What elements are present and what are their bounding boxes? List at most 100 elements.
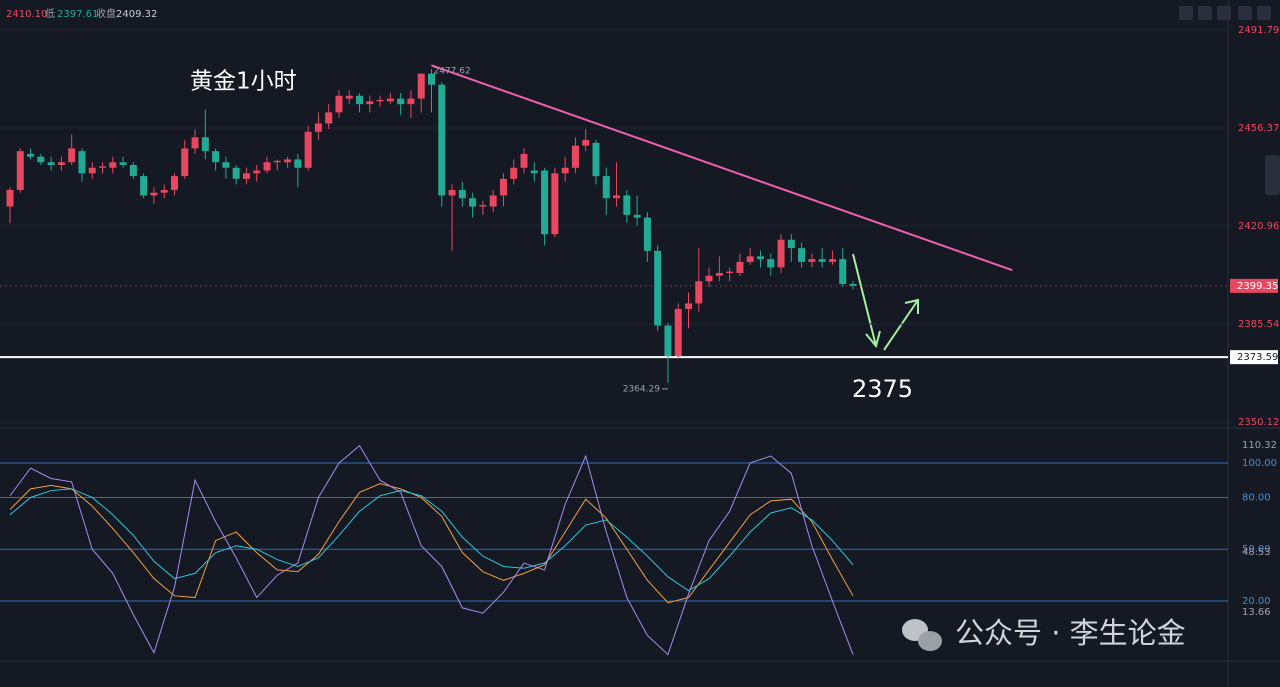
candle-body: [6, 189, 14, 207]
candle-body: [715, 272, 723, 276]
watermark-text: 公众号 · 李生论金: [955, 616, 1186, 650]
candle-body: [787, 239, 795, 249]
candle-body: [736, 261, 744, 273]
candle-body: [633, 214, 641, 218]
candle-body: [623, 195, 631, 215]
candle-body: [16, 151, 24, 190]
candle-body: [88, 167, 96, 174]
candle-body: [109, 162, 117, 168]
candle-body: [849, 284, 857, 286]
indicator-line: [9, 488, 854, 592]
candle-body: [386, 98, 394, 102]
header-low-label: 低: [45, 7, 55, 20]
candle-body: [654, 250, 662, 326]
tool-button[interactable]: [1238, 6, 1252, 20]
y-tick-label: 2350.12: [1238, 417, 1279, 428]
candle-body: [181, 148, 189, 177]
tool-button[interactable]: [1217, 6, 1231, 20]
candle-body: [325, 112, 333, 124]
candle-body: [808, 259, 816, 262]
arrow-head: [904, 298, 919, 314]
candle-body: [756, 256, 764, 260]
y-tick-label: 2456.37: [1238, 123, 1279, 134]
header-close: 2409.32: [116, 9, 157, 20]
candle-body: [356, 95, 364, 105]
y-tick-label: 20.00: [1242, 596, 1271, 607]
candle-body: [27, 153, 35, 157]
candle-body: [201, 137, 209, 152]
y-tick-label: 2491.79: [1238, 25, 1279, 36]
candle-body: [458, 189, 466, 199]
header-low: 2397.61: [57, 9, 98, 20]
candle-body: [489, 195, 497, 207]
extreme-label: 2477.62: [434, 67, 471, 77]
arrow-up: [883, 299, 919, 351]
support-label-box: [1230, 350, 1278, 365]
candle-body: [170, 176, 178, 190]
candle-body: [37, 156, 45, 163]
candle-body: [520, 153, 528, 168]
candle-body: [499, 178, 507, 196]
candle-body: [777, 239, 785, 268]
candle-body: [510, 167, 518, 179]
candle-body: [571, 145, 579, 168]
candle-body: [47, 162, 55, 165]
candle-body: [150, 192, 158, 196]
candle-body: [469, 198, 477, 207]
watermark: 公众号 · 李生论金: [902, 616, 1186, 651]
candle-body: [602, 176, 610, 199]
candle-body: [160, 189, 168, 193]
toolbar: [1179, 6, 1271, 20]
candle-body: [798, 248, 806, 262]
candle-body: [68, 148, 76, 163]
y-tick-label: 50.00: [1242, 544, 1271, 555]
indicator-line: [9, 444, 854, 656]
candle-body: [767, 259, 775, 268]
last-price-label: 2399.35: [1237, 281, 1278, 292]
candle-body: [746, 256, 754, 262]
last-price-box: [1230, 278, 1278, 293]
candle-body: [222, 162, 230, 168]
arrow-down: [852, 253, 877, 347]
tool-button[interactable]: [1257, 6, 1271, 20]
candle-body: [242, 173, 250, 179]
header-open: 2410.10: [6, 9, 47, 20]
candle-body: [273, 160, 281, 163]
chart-title: 黄金1小时: [190, 69, 297, 95]
candle-body: [140, 176, 148, 196]
candle-body: [417, 73, 425, 99]
candle-body: [592, 142, 600, 177]
candle-body: [284, 159, 292, 163]
candle-body: [376, 99, 384, 102]
arrow-head: [865, 330, 881, 349]
candle-body: [582, 140, 590, 146]
candle-body: [263, 162, 271, 171]
candle-body: [613, 195, 621, 199]
candle-body: [695, 281, 703, 304]
candle-body: [705, 275, 713, 282]
candle-body: [541, 170, 549, 235]
candle-body: [345, 95, 353, 99]
candle-body: [99, 166, 107, 168]
candle-body: [407, 98, 415, 105]
candle-body: [818, 259, 826, 262]
candle-body: [685, 303, 693, 309]
header: 2410.10 低 2397.61 收盘 2409.32: [6, 7, 157, 20]
y-tick-label: 2420.96: [1238, 221, 1279, 232]
value-marker-label: 13.66: [1242, 607, 1271, 618]
candle-body: [78, 151, 86, 174]
tool-button[interactable]: [1179, 6, 1193, 20]
candle-body: [397, 98, 405, 105]
tool-button[interactable]: [1198, 6, 1212, 20]
value-marker-label: 48.53: [1242, 547, 1271, 558]
candle-body: [643, 217, 651, 251]
candle-body: [366, 101, 374, 105]
side-handle[interactable]: [1265, 155, 1280, 195]
candle-body: [294, 159, 302, 168]
candle-body: [438, 84, 446, 196]
candle-body: [828, 259, 836, 262]
indicator-line: [9, 483, 854, 604]
candle-body: [479, 205, 487, 207]
trendline: [431, 64, 1013, 272]
